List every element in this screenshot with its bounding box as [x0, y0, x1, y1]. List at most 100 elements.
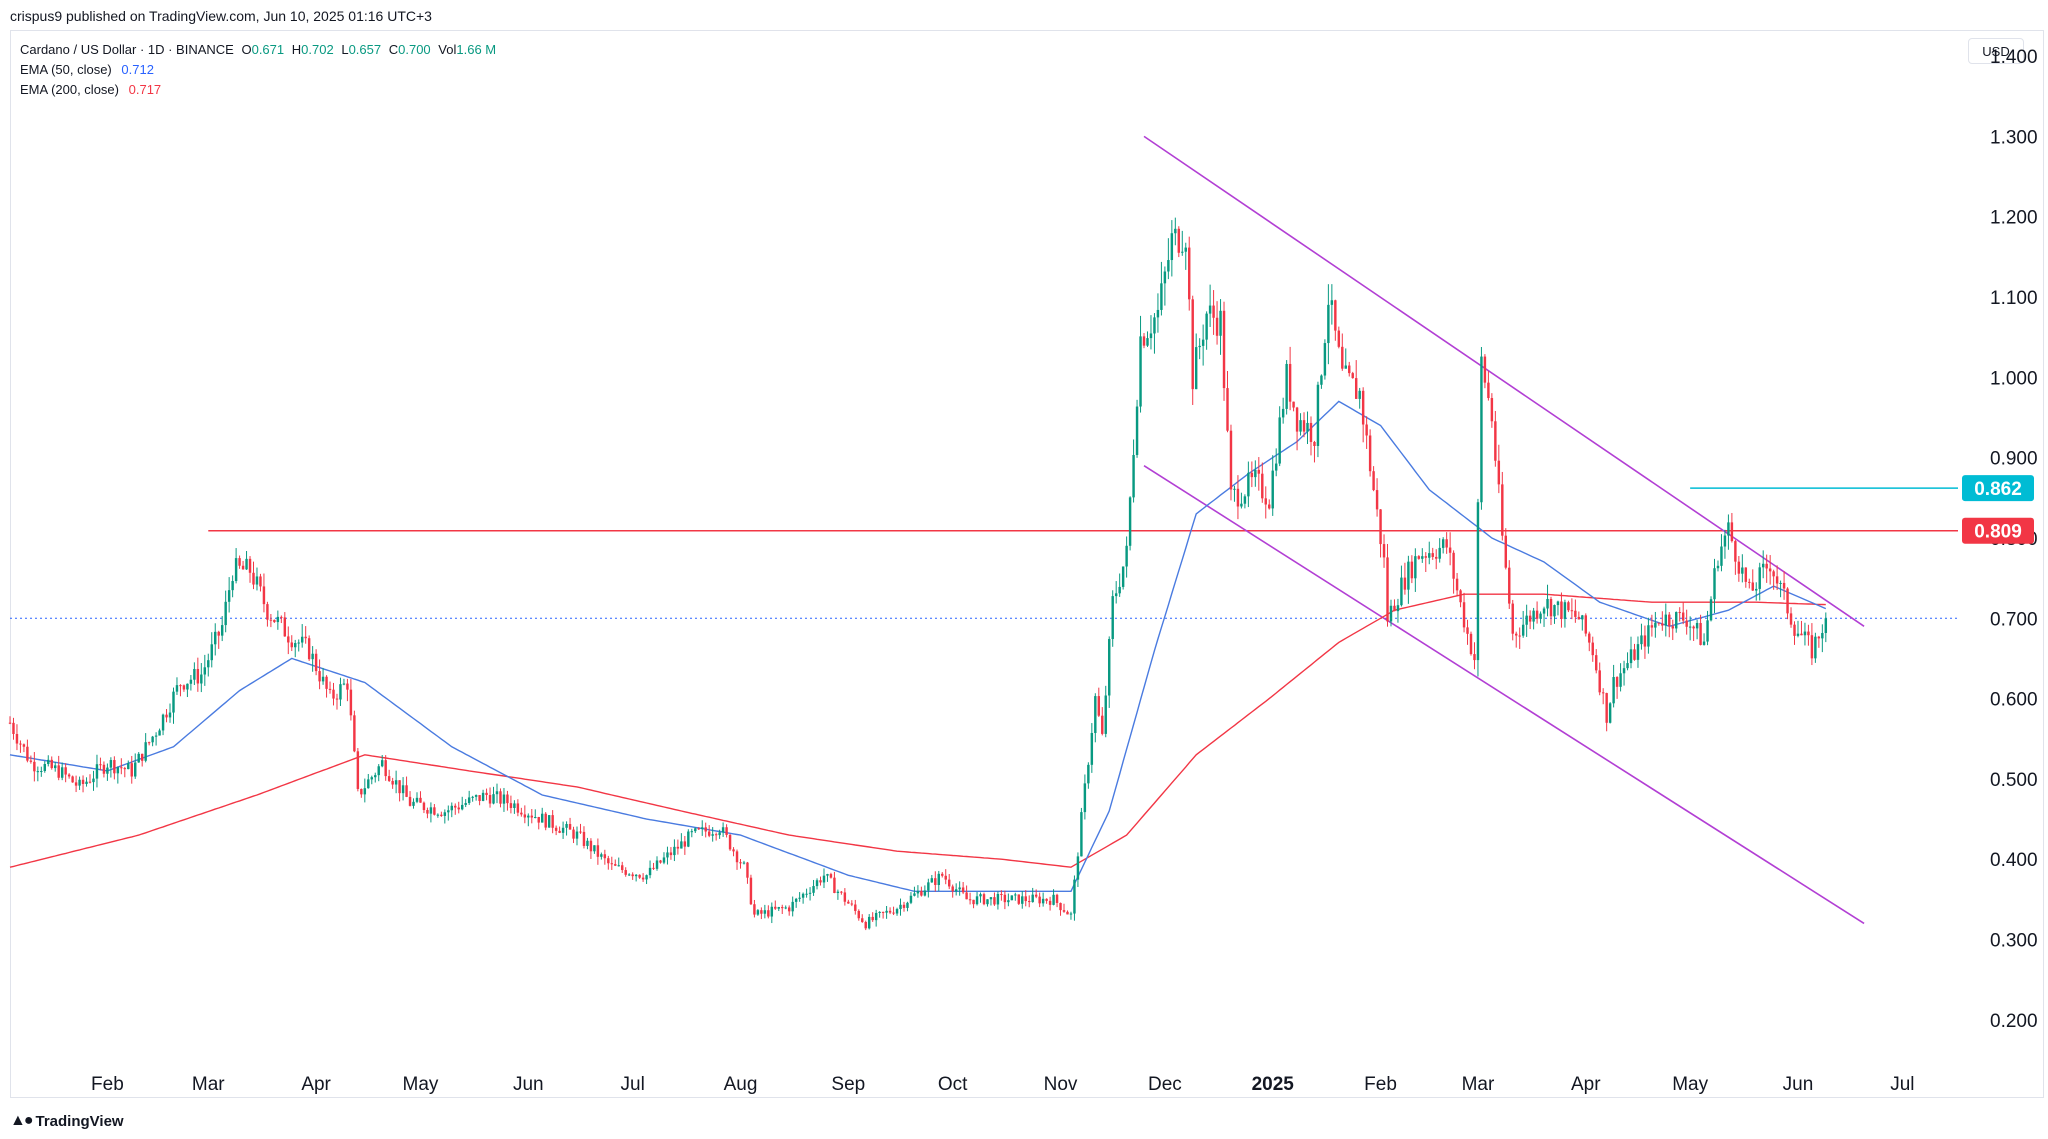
- candle-body: [1097, 696, 1101, 716]
- candle-body: [1556, 601, 1560, 606]
- candle-body: [1768, 568, 1772, 572]
- candle-body: [1306, 422, 1309, 432]
- candle-body: [1636, 644, 1640, 660]
- candle-body: [1664, 614, 1668, 626]
- candle-body: [568, 824, 572, 830]
- candle-body: [1076, 856, 1080, 880]
- symbol-label[interactable]: Cardano / US Dollar · 1D · BINANCE: [20, 42, 234, 57]
- candle-body: [607, 858, 610, 864]
- candle-body: [1595, 655, 1598, 671]
- candle-body: [1285, 363, 1288, 409]
- candle-body: [1796, 633, 1800, 636]
- candle-body: [130, 763, 133, 777]
- candle-body: [1528, 615, 1532, 622]
- candle-body: [1441, 539, 1445, 548]
- candle-body: [1591, 642, 1594, 656]
- candle-body: [1320, 375, 1323, 385]
- candle-body: [1476, 502, 1480, 661]
- candle-body: [718, 832, 721, 836]
- candle-body: [1184, 247, 1187, 252]
- candle-body: [300, 636, 304, 643]
- candle-body: [1504, 535, 1508, 568]
- x-tick-label: Apr: [301, 1074, 331, 1095]
- currency-button[interactable]: USD: [1968, 38, 2024, 64]
- candle-body: [481, 792, 485, 801]
- candle-body: [182, 685, 186, 690]
- candle-body: [1675, 612, 1678, 629]
- candle-body: [1208, 305, 1212, 314]
- candle-body: [1327, 304, 1330, 344]
- candle-body: [1250, 472, 1254, 478]
- candle-body: [356, 751, 360, 789]
- tradingview-brand[interactable]: ▲● TradingView: [10, 1112, 124, 1130]
- candle-body: [930, 878, 934, 883]
- candle-body: [1410, 561, 1414, 579]
- candle-body: [1163, 271, 1167, 284]
- candle-body: [582, 831, 586, 846]
- candle-body: [1685, 620, 1688, 627]
- candle-body: [575, 831, 579, 839]
- x-tick-label: Dec: [1148, 1074, 1182, 1095]
- candle-body: [617, 865, 620, 867]
- candle-body: [1361, 390, 1365, 425]
- candle-body: [888, 910, 892, 913]
- candle-body: [989, 897, 993, 900]
- candle-body: [1567, 602, 1570, 611]
- candle-body: [335, 698, 339, 700]
- candle-body: [328, 688, 332, 690]
- candle-body: [694, 828, 697, 832]
- candle-body: [1737, 561, 1741, 574]
- candle-body: [353, 715, 356, 752]
- candle-body: [339, 684, 342, 700]
- candle-body: [290, 642, 293, 648]
- candle-body: [210, 644, 213, 661]
- candle-body: [415, 797, 419, 802]
- candle-body: [941, 873, 944, 876]
- candle-body: [1473, 654, 1476, 661]
- price-badges: 0.862 0.809: [1962, 475, 2034, 544]
- candle-body: [1017, 894, 1021, 904]
- legend-ema200-row[interactable]: EMA (200, close) 0.717: [20, 80, 496, 100]
- candle-body: [60, 767, 64, 778]
- candle-body: [1803, 631, 1807, 636]
- candle-body: [405, 785, 408, 797]
- candle-body: [154, 735, 158, 737]
- candle-body: [1497, 460, 1501, 485]
- candle-body: [781, 907, 784, 909]
- open-key: O: [241, 42, 252, 57]
- candle-body: [572, 829, 575, 839]
- y-tick-label: 1.100: [1990, 288, 2038, 309]
- candle-body: [1428, 553, 1431, 558]
- candle-body: [464, 803, 467, 805]
- candle-body: [801, 893, 805, 898]
- candle-body: [1309, 422, 1313, 442]
- candle-body: [815, 880, 819, 887]
- candle-body: [391, 780, 394, 785]
- brand-text: TradingView: [35, 1112, 124, 1130]
- candle-body: [1508, 567, 1511, 604]
- high-value: 0.702: [301, 42, 334, 57]
- candle-body: [422, 802, 426, 811]
- candle-body: [843, 892, 847, 902]
- candle-body: [1577, 616, 1581, 620]
- candle-body: [1605, 693, 1608, 723]
- legend-ema50-row[interactable]: EMA (50, close) 0.712: [20, 60, 496, 80]
- candle-body: [387, 776, 391, 781]
- candle-body: [1553, 605, 1556, 617]
- candle-body: [231, 581, 234, 591]
- x-tick-label: Sep: [831, 1074, 865, 1095]
- candle-body: [1382, 544, 1386, 558]
- candle-body: [972, 899, 975, 905]
- candle-body: [819, 880, 822, 883]
- candle-body: [349, 689, 353, 716]
- candle-body: [1274, 463, 1278, 471]
- candle-body: [304, 636, 307, 639]
- candle-body: [673, 846, 676, 856]
- candle-body: [965, 892, 968, 900]
- candle-body: [144, 742, 147, 761]
- candle-body: [1215, 317, 1219, 336]
- candle-body: [701, 827, 704, 829]
- badge-0809-bg: [1962, 517, 2034, 544]
- candle-body: [735, 851, 739, 863]
